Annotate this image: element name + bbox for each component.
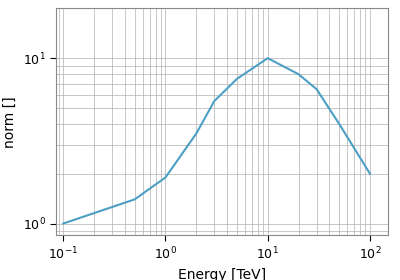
X-axis label: Energy [TeV]: Energy [TeV]: [178, 268, 266, 280]
Y-axis label: norm []: norm []: [3, 96, 17, 148]
